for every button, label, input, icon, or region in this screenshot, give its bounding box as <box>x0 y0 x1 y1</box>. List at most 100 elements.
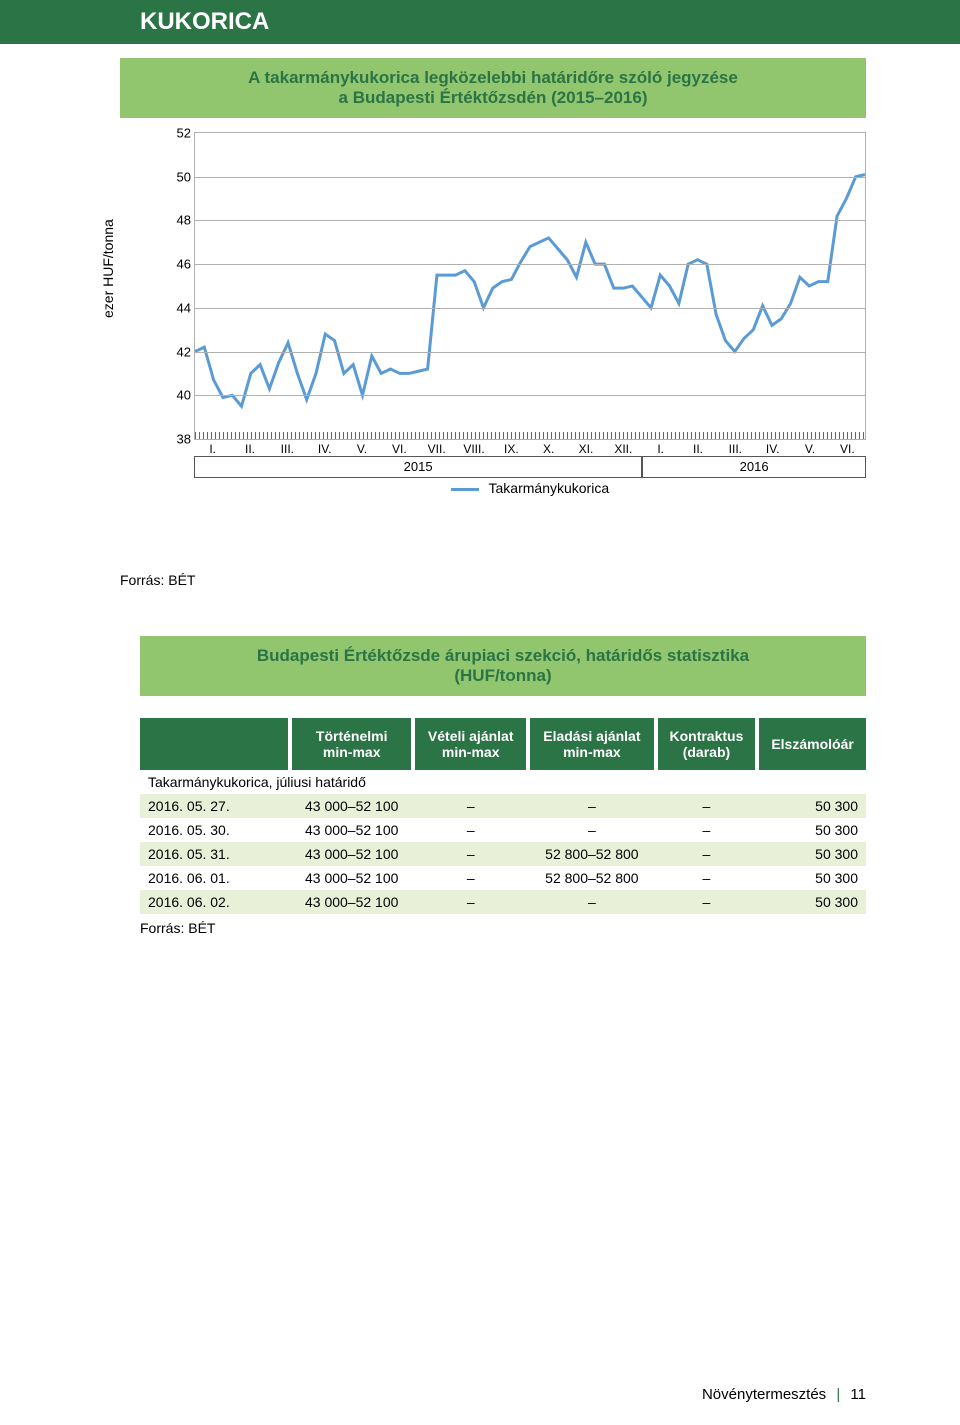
table-cell: 52 800–52 800 <box>528 842 656 866</box>
x-tick-label: V. <box>805 442 815 456</box>
table-header: Történelmimin-max <box>290 718 413 770</box>
table-row: 2016. 05. 31.43 000–52 100–52 800–52 800… <box>140 842 866 866</box>
table-source: Forrás: BÉT <box>140 920 866 936</box>
table-cell: 43 000–52 100 <box>290 842 413 866</box>
table-header-l2: min-max <box>442 744 500 760</box>
chart-title-line1: A takarmánykukorica legközelebbi határid… <box>248 68 738 87</box>
table-cell: 50 300 <box>757 890 866 914</box>
table-cell: – <box>413 866 528 890</box>
table-header-l1: Vételi ajánlat <box>428 728 514 744</box>
table-header: Elszámolóár <box>757 718 866 770</box>
table-header-l2: (darab) <box>683 744 730 760</box>
table-header-l1: Elszámolóár <box>771 736 853 752</box>
data-table: Történelmimin-max Vételi ajánlatmin-max … <box>140 718 866 914</box>
x-tick-label: II. <box>693 442 703 456</box>
y-tick-label: 40 <box>169 388 191 403</box>
table-header-l1: Kontraktus <box>669 728 743 744</box>
table-cell: 50 300 <box>757 794 866 818</box>
x-tick-label: IX. <box>504 442 519 456</box>
table-row: 2016. 06. 02.43 000–52 100–––50 300 <box>140 890 866 914</box>
gridline <box>195 395 865 396</box>
year-row: 20152016 <box>194 456 866 478</box>
chart-block: A takarmánykukorica legközelebbi határid… <box>120 58 866 548</box>
table-cell: 2016. 05. 31. <box>140 842 290 866</box>
x-tick-label: II. <box>245 442 255 456</box>
plot: 3840424446485052 <box>194 132 866 440</box>
y-axis-label: ezer HUF/tonna <box>100 219 116 318</box>
x-tick-label: VIII. <box>463 442 484 456</box>
table-cell: 43 000–52 100 <box>290 866 413 890</box>
x-tick-label: III. <box>729 442 742 456</box>
table-subheader: Takarmánykukorica, júliusi határidő <box>140 770 866 794</box>
footer-section: Növénytermesztés <box>702 1386 826 1403</box>
table-header-row: Történelmimin-max Vételi ajánlatmin-max … <box>140 718 866 770</box>
chart-title: A takarmánykukorica legközelebbi határid… <box>120 58 866 118</box>
x-tick-label: I. <box>209 442 216 456</box>
table-block: Budapesti Értéktőzsde árupiaci szekció, … <box>140 636 866 914</box>
gridline <box>195 264 865 265</box>
table-cell: 52 800–52 800 <box>528 866 656 890</box>
x-tick-label: V. <box>357 442 367 456</box>
page-footer: Növénytermesztés | 11 <box>702 1386 866 1403</box>
page: KUKORICA A takarmánykukorica legközelebb… <box>0 0 960 1425</box>
x-tick-label: III. <box>281 442 294 456</box>
table-header-stub <box>140 718 290 770</box>
table-header: Eladási ajánlatmin-max <box>528 718 656 770</box>
table-cell: 50 300 <box>757 842 866 866</box>
table-cell: 2016. 06. 02. <box>140 890 290 914</box>
y-tick-label: 46 <box>169 257 191 272</box>
table-header-l1: Történelmi <box>316 728 388 744</box>
table-row: 2016. 05. 27.43 000–52 100–––50 300 <box>140 794 866 818</box>
x-tick-label: XI. <box>579 442 594 456</box>
chart-legend: Takarmánykukorica <box>194 480 866 496</box>
table-cell: 2016. 06. 01. <box>140 866 290 890</box>
x-tick-label: I. <box>657 442 664 456</box>
chart-source: Forrás: BÉT <box>120 572 866 588</box>
gridline <box>195 220 865 221</box>
table-cell: – <box>413 794 528 818</box>
table-cell: – <box>656 890 757 914</box>
table-cell: – <box>656 794 757 818</box>
y-tick-label: 52 <box>169 126 191 141</box>
table-header: Kontraktus(darab) <box>656 718 757 770</box>
footer-page-number: 11 <box>850 1386 866 1403</box>
x-tick-label: XII. <box>614 442 632 456</box>
table-header-l2: min-max <box>323 744 381 760</box>
table-cell: – <box>656 866 757 890</box>
table-cell: – <box>656 842 757 866</box>
table-row: 2016. 06. 01.43 000–52 100–52 800–52 800… <box>140 866 866 890</box>
x-tick-label: VI. <box>392 442 407 456</box>
plot-wrap: 3840424446485052 I.II.III.IV.V.VI.VII.VI… <box>166 132 866 478</box>
chart-title-line2: a Budapesti Értéktőzsdén (2015–2016) <box>339 88 648 107</box>
table-cell: – <box>528 890 656 914</box>
line-chart-svg <box>195 133 865 439</box>
footer-separator: | <box>836 1386 840 1403</box>
table-cell: – <box>528 794 656 818</box>
table-header-l1: Eladási ajánlat <box>543 728 640 744</box>
table-title-line2: (HUF/tonna) <box>454 666 551 685</box>
y-tick-label: 38 <box>169 432 191 447</box>
y-tick-label: 48 <box>169 213 191 228</box>
table-cell: 43 000–52 100 <box>290 890 413 914</box>
table-cell: 43 000–52 100 <box>290 818 413 842</box>
page-title: KUKORICA <box>0 0 960 44</box>
table-cell: 50 300 <box>757 818 866 842</box>
year-label: 2016 <box>642 457 866 477</box>
table-cell: 50 300 <box>757 866 866 890</box>
x-tick-label: VII. <box>428 442 446 456</box>
x-tick-label: X. <box>543 442 554 456</box>
y-tick-label: 50 <box>169 169 191 184</box>
table-body: Takarmánykukorica, júliusi határidő 2016… <box>140 770 866 914</box>
table-title: Budapesti Értéktőzsde árupiaci szekció, … <box>140 636 866 696</box>
table-cell: – <box>656 818 757 842</box>
chart-area: ezer HUF/tonna 3840424446485052 I.II.III… <box>120 118 866 548</box>
gridline <box>195 308 865 309</box>
table-cell: – <box>528 818 656 842</box>
table-cell: – <box>413 842 528 866</box>
legend-swatch <box>451 488 479 491</box>
table-header: Vételi ajánlatmin-max <box>413 718 528 770</box>
table-cell: 43 000–52 100 <box>290 794 413 818</box>
table-header-l2: min-max <box>563 744 621 760</box>
table-cell: 2016. 05. 27. <box>140 794 290 818</box>
table-cell: – <box>413 890 528 914</box>
